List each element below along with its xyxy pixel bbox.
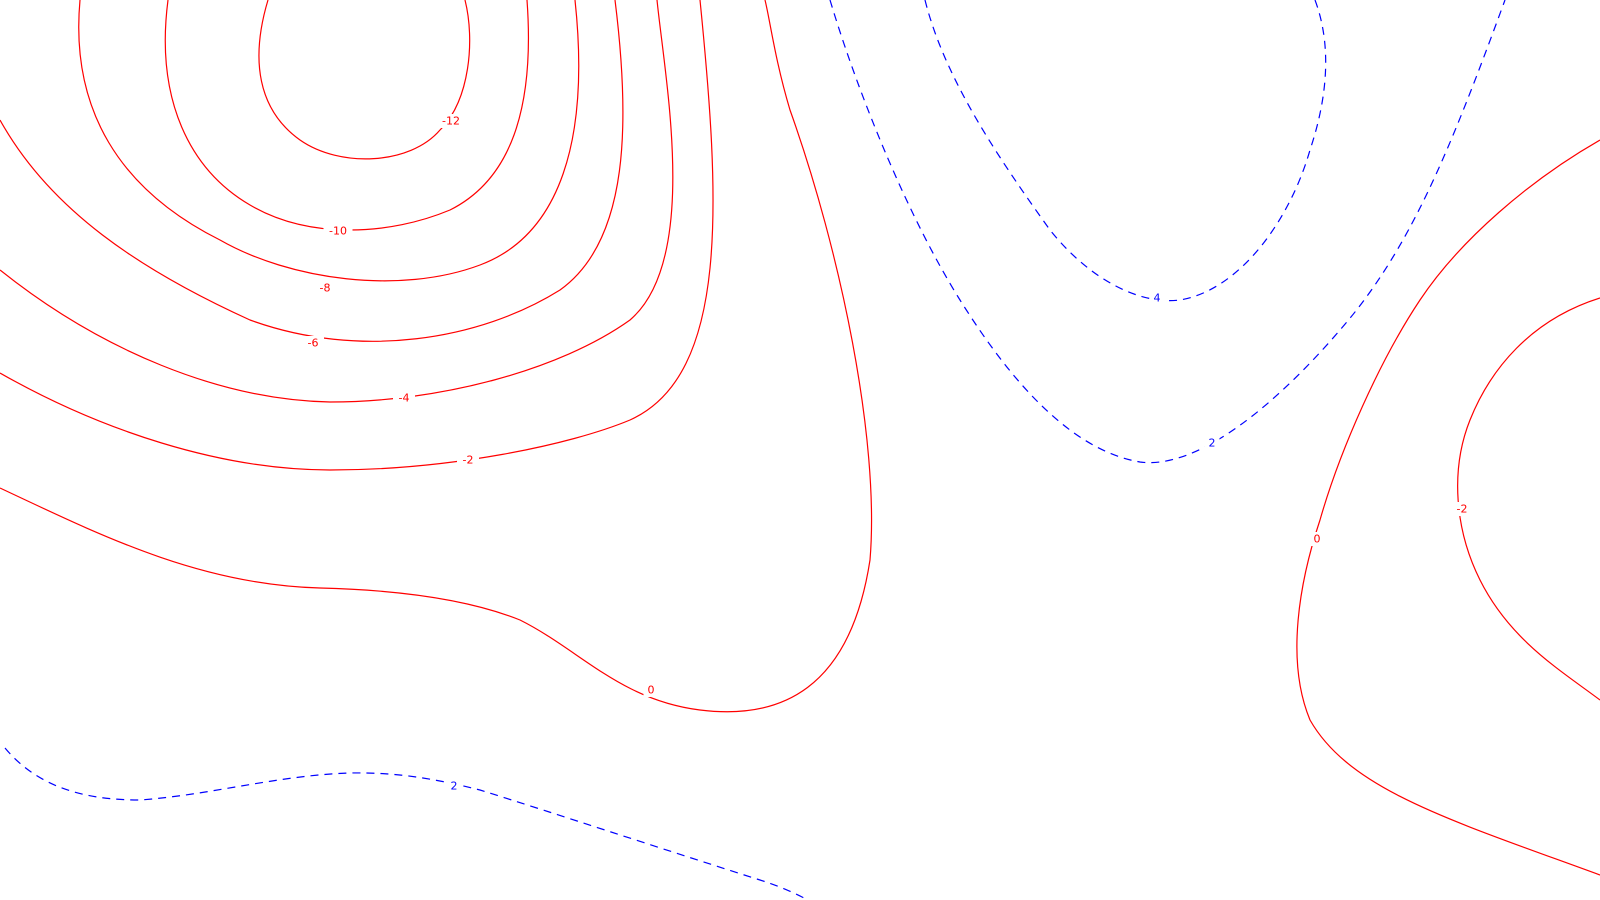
contour-label-background	[643, 683, 659, 697]
contour-label-background	[436, 114, 466, 128]
contour-label: -2	[463, 454, 474, 467]
contour-label: -12	[442, 115, 460, 128]
contour-label: -8	[320, 282, 331, 295]
contour-label: -4	[399, 392, 410, 405]
contour-label: 0	[1314, 533, 1321, 546]
contour-line-level-0	[0, 0, 873, 713]
contour-label-background	[1149, 291, 1165, 305]
contour-line-level-neg10	[164, 0, 530, 231]
contour-line-level-2	[829, 0, 1506, 464]
contour-label: 4	[1154, 292, 1161, 305]
contour-label: 2	[1209, 437, 1216, 450]
contour-label-background	[323, 224, 353, 238]
contour-label-background	[446, 779, 462, 793]
contour-line-level-2	[4, 747, 809, 900]
contour-line-level-4	[924, 0, 1327, 302]
contour-label: 2	[451, 780, 458, 793]
contour-line-level-neg8	[78, 0, 580, 282]
contour-label-background	[1204, 436, 1220, 450]
contour-line-level-neg4	[0, 0, 674, 403]
contour-label-background	[1309, 532, 1325, 546]
contour-label-background	[457, 453, 479, 467]
contour-line-level-neg6	[0, 0, 624, 342]
contour-line-level-neg2	[1457, 297, 1600, 701]
contour-labels: -12 -10 -8 -6 -4 -2 0 4 2 0 -2 2	[302, 114, 1473, 793]
contour-label-background	[1451, 502, 1473, 516]
contour-label: -6	[308, 337, 319, 350]
contour-label: -10	[329, 225, 347, 238]
contour-line-level-0	[1296, 139, 1600, 876]
contour-line-level-neg2	[0, 0, 714, 471]
contour-label: 0	[648, 684, 655, 697]
contour-label: -2	[1457, 503, 1468, 516]
contour-line-level-neg12	[258, 0, 471, 160]
contour-label-background	[393, 391, 415, 405]
contour-label-background	[302, 336, 324, 350]
contour-label-background	[314, 281, 336, 295]
